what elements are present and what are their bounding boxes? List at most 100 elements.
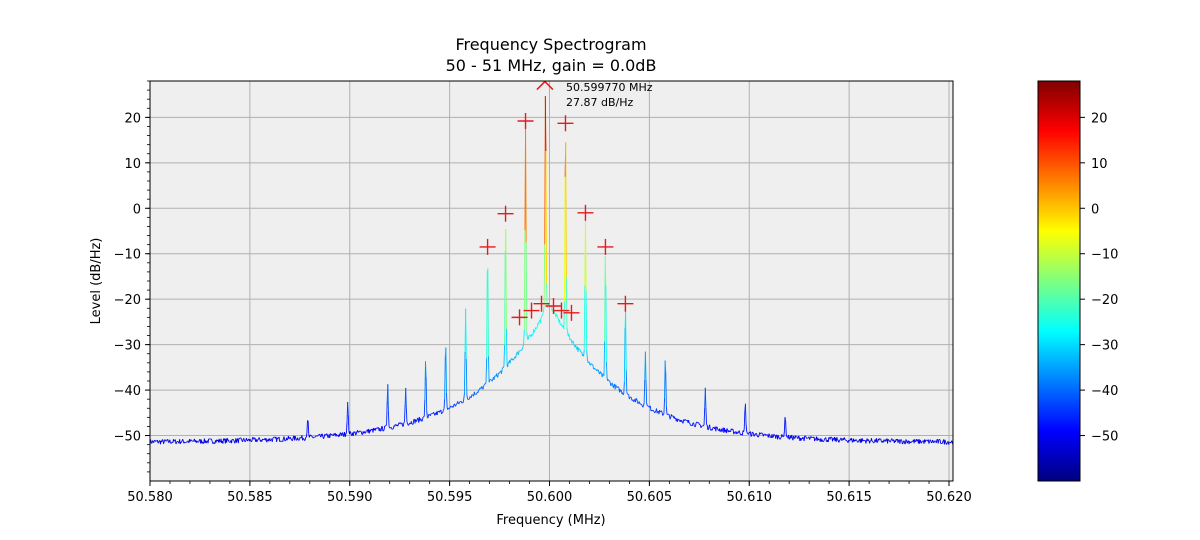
spectrum-segment [455,403,457,407]
peak-marker [523,302,540,319]
spectrum-segment [288,437,291,440]
spectrum-segment [608,380,610,382]
spectrum-segment [891,438,893,441]
spectrum-segment [698,423,701,426]
spectrum-segment [693,422,695,426]
spectrum-segment [583,349,585,357]
spectrum-segment [317,435,319,437]
y-tick-label: −50 [114,430,141,445]
spectrum-segment [563,302,565,330]
spectrum-segment [501,367,504,370]
spectrum-segment [802,436,804,439]
spectrum-segment [429,413,432,417]
peak-marker [517,113,534,129]
spectrum-segment [939,439,942,444]
spectrum-segment [527,336,530,340]
chart-title: Frequency Spectrogram [455,35,646,54]
spectrum-segment [696,421,698,423]
x-tick-label: 50.615 [826,490,872,505]
spectrum-segment [838,439,841,442]
spectrum-segment [278,436,281,442]
spectrum-segment [525,121,527,243]
spectrum-segment [425,377,428,411]
spectrum-segment [387,411,390,427]
spectrum-segment [938,438,940,441]
spectrum-segment [681,420,683,423]
spectrum-segment [542,311,544,314]
spectrum-segment [698,422,700,424]
spectrum-segment [379,427,381,432]
spectrum-segment [766,434,769,436]
spectrum-segment [323,437,325,439]
spectrum-segment [759,433,762,435]
spectrum-segment [307,420,309,422]
spectrum-segment [380,426,383,432]
spectrum-segment [153,440,155,443]
spectrum-segment [207,438,210,444]
spectrum-segment [821,439,824,442]
spectrum-segment [320,433,323,437]
spectrum-segment [743,429,745,432]
spectrum-segment [595,369,598,372]
spectrum-segment [929,439,932,441]
spectrum-segment [585,212,587,291]
spectrum-segment [257,438,260,440]
y-tick-label: 20 [124,111,141,126]
spectrum-segment [170,442,172,444]
spectrum-segment [783,417,786,432]
spectrum-segment [236,439,238,443]
spectrum-segment [540,315,543,318]
peak-marker [545,298,562,314]
spectrum-segment [425,361,427,378]
spectrum-segment [951,440,953,444]
spectrum-segment [166,439,168,442]
spectrum-segment [696,422,699,424]
spectrum-segment [468,396,471,400]
spectrum-segment [304,437,307,441]
spectrum-segment [602,373,604,375]
spectrum-segment [339,432,341,437]
spectrum-segment [575,345,577,348]
spectrum-segment [289,436,292,440]
spectrum-segment [256,439,258,443]
spectrum-segment [851,438,853,443]
spectrum-segment [901,440,903,445]
spectrum-segment [433,411,435,414]
spectrum-segment [475,393,478,395]
spectrum-segment [737,432,739,434]
spectrum-segment [296,439,298,441]
spectrum-segment [588,361,591,365]
spectrum-segment [732,428,734,430]
spectrum-segment [610,384,612,387]
spectrum-segment [721,429,724,433]
spectrum-segment [586,351,588,359]
spectrum-segment [277,437,279,439]
spectrum-segment [865,440,867,444]
spectrum-segment [661,410,663,413]
spectrum-segment [606,362,608,379]
spectrum-segment [538,321,540,325]
spectrum-segment [345,421,348,433]
spectrum-segment [843,437,846,440]
spectrum-segment [924,439,927,443]
spectrum-segment [623,381,625,394]
spectrum-segment [344,433,347,438]
spectrum-segment [405,387,407,409]
spectrum-segment [608,379,610,381]
peak-marker [577,204,594,221]
y-tick-label: 10 [124,157,141,172]
spectrum-segment [499,371,501,373]
spectrum-segment [932,439,934,442]
spectrum-segment [670,414,673,417]
spectrum-segment [778,436,780,439]
spectrum-segment [652,409,654,411]
spectrum-segment [167,439,169,443]
spectrum-segment [592,364,594,369]
spectrum-segment [897,439,900,443]
spectrum-segment [844,438,846,441]
spectrum-segment [615,384,617,387]
spectrum-segment [173,440,176,442]
spectrum-segment [342,435,345,437]
colorbar-tick-label: −20 [1091,293,1118,308]
spectrum-segment [286,438,289,441]
